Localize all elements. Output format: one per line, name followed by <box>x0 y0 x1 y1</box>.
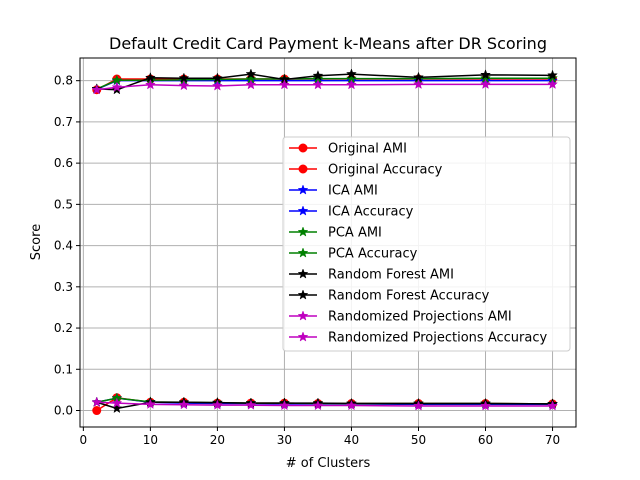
y-tick-label: 0.2 <box>54 321 73 335</box>
legend-label: PCA AMI <box>328 226 382 241</box>
legend-entry: Original AMI <box>289 142 407 157</box>
legend-swatch-marker <box>297 268 309 279</box>
data-point <box>245 68 257 79</box>
x-tick-label: 10 <box>143 433 158 447</box>
legend-entry: Randomized Projections Accuracy <box>289 331 547 346</box>
series-line <box>96 401 553 407</box>
data-point <box>211 399 223 410</box>
data-point <box>346 68 357 79</box>
x-tick-label: 0 <box>80 433 88 447</box>
legend-swatch-marker <box>297 226 309 237</box>
legend-label: ICA Accuracy <box>328 205 414 220</box>
legend-entry: ICA AMI <box>289 184 378 199</box>
x-tick-label: 20 <box>210 433 225 447</box>
data-point <box>245 79 257 90</box>
data-point <box>279 399 290 411</box>
legend-entry: PCA AMI <box>289 226 382 241</box>
legend-swatch-marker <box>298 143 308 153</box>
axis-ticks: 0 10 20 30 40 50 60 70 0.0 0.1 0.2 0.3 0.4 0.5 0.6 0.7 0… <box>54 74 560 447</box>
data-point <box>480 400 491 411</box>
plot-area-frame <box>79 57 577 428</box>
data-point <box>547 69 558 80</box>
x-tick-label: 50 <box>411 433 426 447</box>
legend-label: Randomized Projections Accuracy <box>328 331 547 346</box>
data-point <box>480 78 491 90</box>
y-tick-label: 0.7 <box>54 115 73 129</box>
series-line <box>96 73 553 91</box>
y-tick-label: 0.8 <box>54 74 73 88</box>
legend-label: Original Accuracy <box>328 163 443 178</box>
legend-label: Random Forest Accuracy <box>328 289 490 304</box>
data-point <box>111 402 123 414</box>
y-tick-label: 0.1 <box>54 362 73 376</box>
legend-swatch-marker <box>297 205 309 216</box>
legend-swatch-marker <box>297 289 309 300</box>
legend-entry: Random Forest AMI <box>289 268 454 283</box>
legend-swatch-marker <box>297 310 309 321</box>
legend-label: ICA AMI <box>328 184 378 199</box>
data-point <box>547 400 558 411</box>
x-tick-label: 30 <box>277 433 292 447</box>
legend-entry: ICA Accuracy <box>289 205 414 220</box>
legend-entry: Randomized Projections AMI <box>289 310 512 325</box>
series-8 <box>91 396 558 411</box>
legend-swatch-marker <box>298 164 308 174</box>
x-axis-label: # of Clusters <box>286 456 371 471</box>
data-point <box>211 72 223 83</box>
legend-swatch-marker <box>297 331 309 342</box>
data-point <box>346 79 357 90</box>
chart-title: Default Credit Card Payment k-Means afte… <box>109 34 547 53</box>
data-point <box>346 399 357 411</box>
y-axis-label: Score <box>29 224 44 260</box>
data-point <box>178 79 190 91</box>
legend-entry: PCA Accuracy <box>289 247 418 262</box>
legend-swatch-marker <box>297 247 309 258</box>
x-tick-label: 70 <box>545 433 560 447</box>
data-point <box>92 406 102 416</box>
series-line <box>96 401 553 410</box>
legend-entry: Random Forest Accuracy <box>289 289 490 304</box>
data-point <box>245 399 257 410</box>
legend-label: Random Forest AMI <box>328 268 454 283</box>
data-point <box>312 79 324 90</box>
data-point <box>144 79 156 90</box>
y-tick-label: 0.4 <box>54 239 73 253</box>
legend-entry: Original Accuracy <box>289 163 443 178</box>
data-point <box>312 70 324 81</box>
legend-label: PCA Accuracy <box>328 247 418 262</box>
x-tick-label: 60 <box>478 433 493 447</box>
data-point <box>91 84 103 95</box>
y-tick-label: 0.0 <box>54 404 73 418</box>
data-point <box>211 80 223 91</box>
legend-label: Original AMI <box>328 142 407 157</box>
series-9 <box>91 78 558 95</box>
data-point <box>413 78 424 90</box>
data-point <box>111 397 123 408</box>
data-point <box>111 81 123 92</box>
legend-swatch-marker <box>297 184 309 195</box>
legend: Original AMI Original Accuracy ICA AMI ICA … <box>282 136 571 352</box>
data-point <box>312 399 324 411</box>
data-point <box>91 396 103 407</box>
y-tick-label: 0.3 <box>54 280 73 294</box>
legend-label: Randomized Projections AMI <box>328 310 512 325</box>
data-point <box>144 398 156 409</box>
y-tick-label: 0.5 <box>54 197 73 211</box>
legend-box <box>282 136 571 352</box>
data-point <box>413 400 424 411</box>
y-tick-label: 0.6 <box>54 156 73 170</box>
series-line <box>96 83 553 91</box>
data-point <box>279 79 290 90</box>
data-point <box>547 78 558 90</box>
data-point <box>480 69 491 80</box>
data-point <box>178 399 190 410</box>
series-group <box>91 68 558 416</box>
x-tick-label: 40 <box>344 433 359 447</box>
